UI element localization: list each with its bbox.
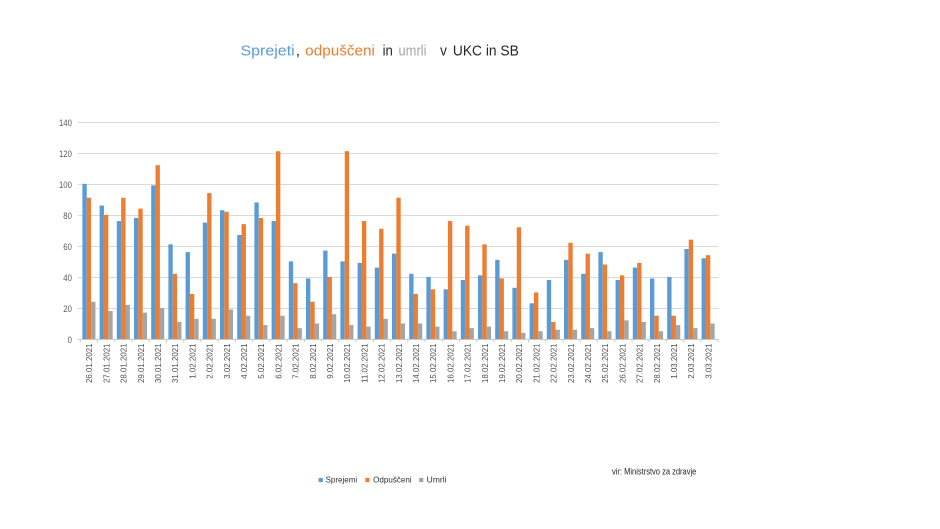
svg-text:,: ,	[296, 43, 300, 59]
svg-text:26.01.2021: 26.01.2021	[84, 343, 94, 383]
svg-text:6.02.2021: 6.02.2021	[273, 343, 283, 378]
svg-text:80: 80	[63, 211, 72, 222]
svg-text:1.02.2021: 1.02.2021	[187, 343, 197, 378]
svg-text:10.02.2021: 10.02.2021	[342, 343, 352, 383]
svg-text:18.02.2021: 18.02.2021	[480, 343, 490, 383]
svg-text:odpuščeni: odpuščeni	[305, 43, 375, 59]
svg-text:140: 140	[59, 118, 72, 129]
svg-text:28.01.2021: 28.01.2021	[119, 343, 129, 383]
svg-text:15.02.2021: 15.02.2021	[428, 343, 438, 383]
svg-text:27.01.2021: 27.01.2021	[101, 343, 111, 383]
svg-text:9.02.2021: 9.02.2021	[325, 343, 335, 378]
svg-text:30.01.2021: 30.01.2021	[153, 343, 163, 383]
svg-text:120: 120	[59, 149, 72, 160]
svg-text:UKC in SB: UKC in SB	[453, 43, 519, 59]
svg-text:16.02.2021: 16.02.2021	[445, 343, 455, 383]
svg-text:2.02.2021: 2.02.2021	[205, 343, 215, 378]
svg-text:0: 0	[68, 335, 72, 346]
svg-text:1.03.2021: 1.03.2021	[669, 343, 679, 378]
svg-text:19.02.2021: 19.02.2021	[497, 343, 507, 383]
svg-text:3.02.2021: 3.02.2021	[222, 343, 232, 378]
svg-text:17.02.2021: 17.02.2021	[463, 343, 473, 383]
svg-text:60: 60	[63, 242, 72, 253]
svg-text:21.02.2021: 21.02.2021	[531, 343, 541, 383]
svg-text:13.02.2021: 13.02.2021	[394, 343, 404, 383]
svg-text:umrli: umrli	[399, 43, 427, 59]
svg-text:31.01.2021: 31.01.2021	[170, 343, 180, 383]
svg-text:23.02.2021: 23.02.2021	[566, 343, 576, 383]
svg-text:5.02.2021: 5.02.2021	[256, 343, 266, 378]
svg-text:11.02.2021: 11.02.2021	[359, 343, 369, 383]
svg-text:20.02.2021: 20.02.2021	[514, 343, 524, 383]
svg-text:7.02.2021: 7.02.2021	[291, 343, 301, 378]
svg-text:3.03.2021: 3.03.2021	[703, 343, 713, 378]
svg-text:Sprejemi: Sprejemi	[326, 475, 358, 484]
svg-text:vir: Ministrstvo za zdravje: vir: Ministrstvo za zdravje	[612, 466, 696, 476]
svg-text:25.02.2021: 25.02.2021	[600, 343, 610, 383]
svg-text:100: 100	[59, 180, 72, 191]
svg-text:26.02.2021: 26.02.2021	[617, 343, 627, 383]
svg-text:in: in	[383, 43, 393, 59]
svg-text:Sprejeti: Sprejeti	[241, 43, 295, 59]
svg-text:28.02.2021: 28.02.2021	[652, 343, 662, 383]
svg-text:2.03.2021: 2.03.2021	[686, 343, 696, 378]
svg-text:Odpuščeni: Odpuščeni	[373, 475, 412, 484]
svg-text:27.02.2021: 27.02.2021	[635, 343, 645, 383]
svg-text:20: 20	[63, 304, 72, 315]
svg-text:4.02.2021: 4.02.2021	[239, 343, 249, 378]
svg-text:Umrli: Umrli	[427, 475, 447, 484]
svg-text:22.02.2021: 22.02.2021	[549, 343, 559, 383]
svg-text:8.02.2021: 8.02.2021	[308, 343, 318, 378]
svg-text:40: 40	[63, 273, 72, 284]
svg-text:v: v	[440, 43, 448, 59]
svg-text:29.01.2021: 29.01.2021	[136, 343, 146, 383]
svg-text:12.02.2021: 12.02.2021	[377, 343, 387, 383]
svg-text:14.02.2021: 14.02.2021	[411, 343, 421, 383]
svg-text:24.02.2021: 24.02.2021	[583, 343, 593, 383]
